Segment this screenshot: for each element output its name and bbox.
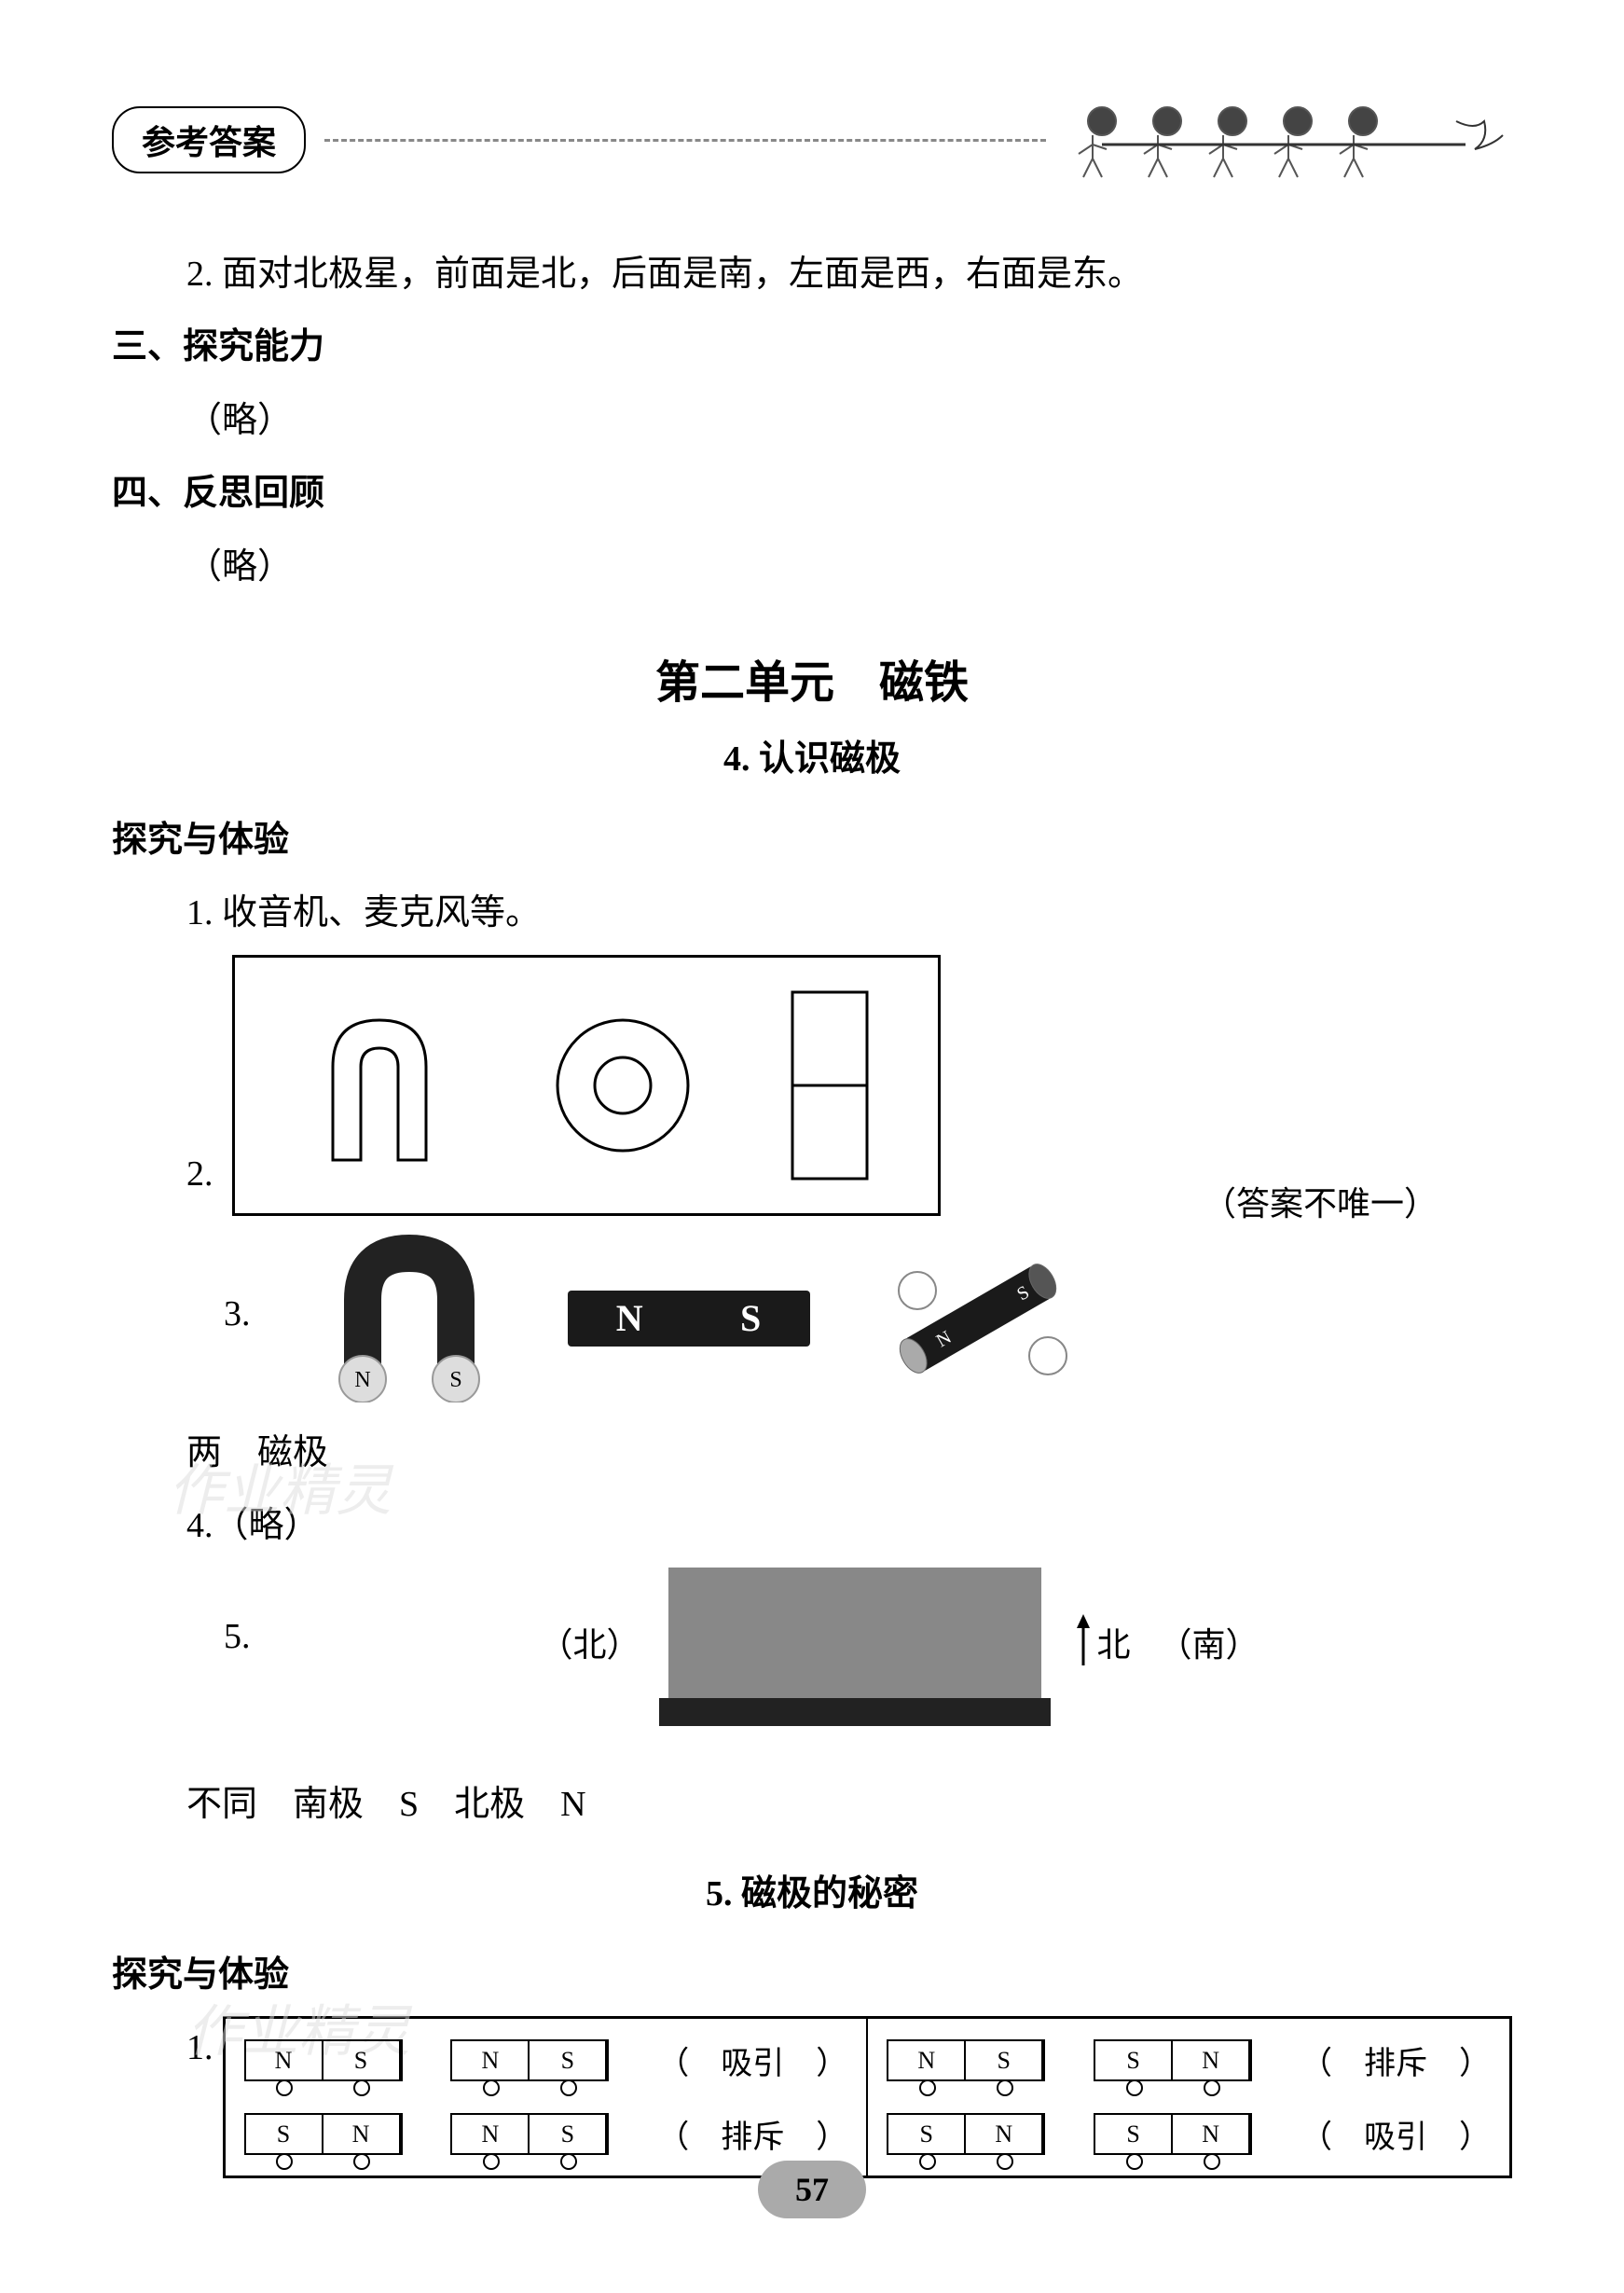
page-header: 参考答案	[112, 93, 1512, 186]
answer-badge: 参考答案	[112, 106, 306, 173]
explore-heading-1: 探究与体验	[112, 808, 1512, 872]
mini-magnet: S N	[1094, 2039, 1252, 2081]
table-cell-right: N S S N （ 排斥 ） S N S	[868, 2019, 1509, 2176]
page-number: 57	[758, 2161, 866, 2218]
q5-north-paren: （北）	[540, 1618, 640, 1666]
cylinder-magnet-icon: N S	[885, 1244, 1071, 1393]
bar-magnet-s: S	[740, 1296, 761, 1340]
mini-magnet: N S	[244, 2039, 403, 2081]
north-arrow: 北	[1069, 1614, 1131, 1670]
lesson4-q2-label: 2.	[112, 1142, 213, 1206]
lesson-5-title: 5. 磁极的秘密	[112, 1864, 1512, 1915]
lesson4-q2-note: （答案不唯一）	[1203, 1177, 1438, 1225]
magnet-interaction-table: N S N S （ 吸引 ） S N N	[223, 2016, 1513, 2178]
table-row: S N S N （ 吸引 ）	[887, 2111, 1491, 2157]
section-4-content: （略）	[112, 535, 1512, 599]
explore-heading-2: 探究与体验	[112, 1943, 1512, 2007]
lesson4-q3-row: 3. N S N S N S	[224, 1235, 1512, 1402]
lesson4-q3-answer: 两 磁极	[112, 1421, 1512, 1485]
svg-text:S: S	[449, 1368, 461, 1392]
mini-magnet: N S	[450, 2039, 609, 2081]
bar-magnet-n: N	[616, 1296, 643, 1340]
lesson4-q5-row: 5. （北） 北 （南）	[224, 1568, 1512, 1717]
result-repel: （ 排斥 ）	[657, 2111, 847, 2157]
lesson4-q1: 1. 收音机、麦克风等。	[112, 881, 1512, 945]
mini-magnet: S N	[1094, 2113, 1252, 2155]
lesson-4-title: 4. 认识磁极	[112, 729, 1512, 780]
horseshoe-shape-icon	[296, 992, 463, 1179]
mini-magnet: N S	[887, 2039, 1045, 2081]
ring-shape-icon	[548, 1011, 697, 1160]
lesson4-q5-answer: 不同 南极 S 北极 N	[112, 1773, 1512, 1836]
section-3-content: （略）	[112, 389, 1512, 452]
magnet-shapes-diagram	[232, 955, 941, 1216]
section-3-heading: 三、探究能力	[112, 315, 1512, 379]
result-attract: （ 吸引 ）	[657, 2037, 847, 2083]
north-label: 北	[1097, 1618, 1131, 1666]
lesson4-q3-label: 3.	[224, 1282, 251, 1346]
bar-magnet-icon: N S	[568, 1291, 810, 1347]
mini-magnet: S N	[244, 2113, 403, 2155]
q5-south-paren: （南）	[1159, 1618, 1259, 1666]
table-row: N S S N （ 排斥 ）	[887, 2037, 1491, 2083]
table-row: S N N S （ 排斥 ）	[244, 2111, 848, 2157]
table-cell-left: N S N S （ 吸引 ） S N N	[226, 2019, 869, 2176]
section-4-heading: 四、反思回顾	[112, 462, 1512, 525]
answer-item-2: 2. 面对北极星，前面是北，后面是南，左面是西，右面是东。	[112, 242, 1512, 306]
mini-magnet: S N	[887, 2113, 1045, 2155]
mini-magnet: N S	[450, 2113, 609, 2155]
lesson5-q1-label: 1.	[112, 2016, 213, 2079]
header-dashed-line	[324, 139, 1046, 142]
header-cartoon-graphic	[1046, 93, 1512, 186]
unit-title: 第二单元 磁铁	[112, 645, 1512, 711]
compass-gray-box	[668, 1568, 1041, 1717]
horseshoe-magnet-icon: N S	[325, 1235, 493, 1402]
result-attract: （ 吸引 ）	[1301, 2111, 1491, 2157]
svg-text:N: N	[354, 1368, 370, 1392]
lesson4-q4: 4.（略）	[112, 1494, 1512, 1557]
bar-shape-icon	[783, 983, 876, 1188]
table-row: N S N S （ 吸引 ）	[244, 2037, 848, 2083]
result-repel: （ 排斥 ）	[1301, 2037, 1491, 2083]
lesson4-q5-label: 5.	[224, 1605, 251, 1668]
